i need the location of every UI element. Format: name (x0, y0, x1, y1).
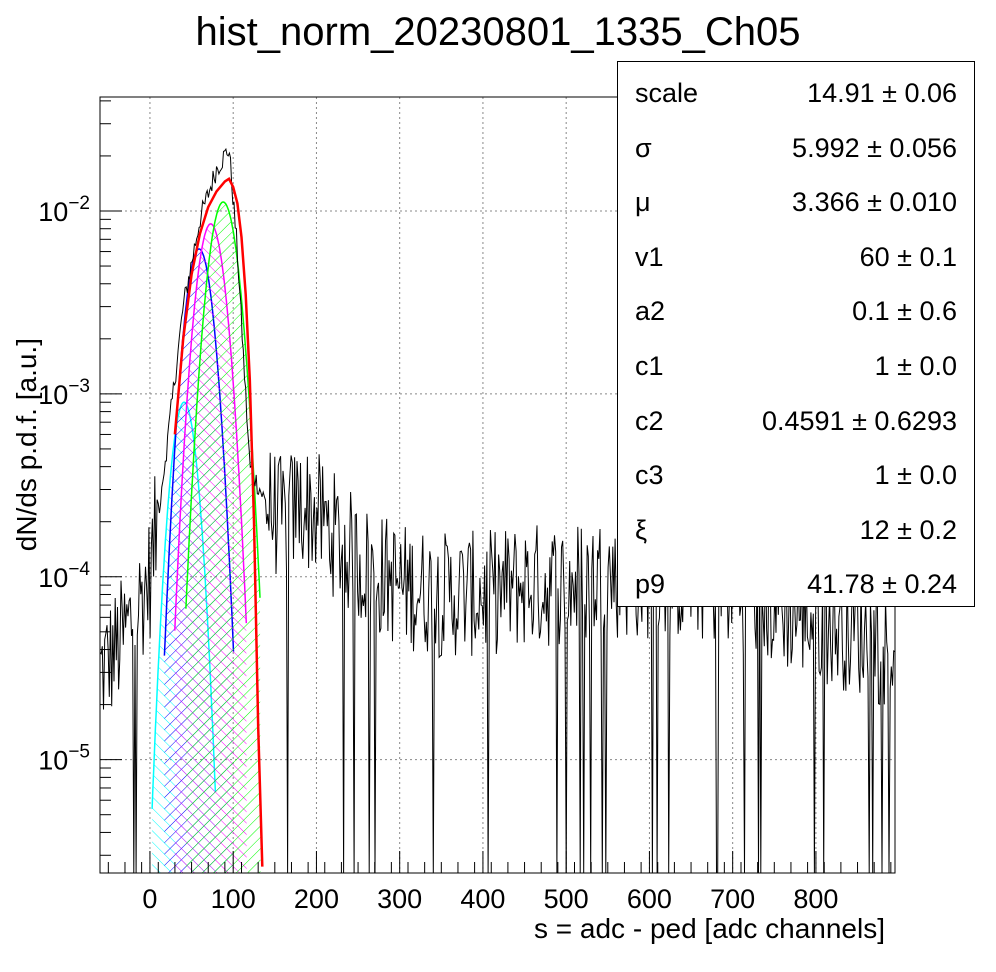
stat-row: μ 3.366 ± 0.010 (618, 173, 974, 227)
fit-curve-line (173, 176, 264, 867)
stat-value: 41.78 ± 0.24 (807, 569, 957, 600)
stat-row: p9 41.78 ± 0.24 (618, 555, 974, 609)
stat-name: c3 (635, 460, 664, 491)
stat-name: c1 (635, 351, 664, 381)
stat-value: 0.4591 ± 0.6293 (762, 405, 957, 436)
stat-value: 0.1 ± 0.6 (852, 296, 957, 327)
component-curve (185, 201, 261, 609)
stat-value: 14.91 ± 0.06 (807, 78, 957, 108)
component-fill (185, 202, 261, 873)
y-tick-label: 10−3 (38, 376, 90, 410)
stat-value: 5.992 ± 0.056 (792, 132, 957, 163)
x-axis-ticks: 0 100 200 300 400 500 600 700 800 (107, 851, 892, 914)
x-tick-label: 0 (142, 884, 157, 914)
y-tick-label: 10−2 (38, 193, 90, 227)
stat-name: p9 (635, 569, 666, 600)
stat-name: c2 (635, 405, 664, 436)
x-tick-label: 200 (294, 884, 339, 914)
stat-name: ξ (635, 514, 648, 545)
x-tick-label: 700 (710, 884, 755, 914)
stat-row: c3 1 ± 0.0 (618, 446, 974, 500)
y-axis-label: dN/ds p.d.f. [a.u.] (11, 338, 42, 551)
x-tick-label: 600 (627, 884, 672, 914)
x-tick-label: 500 (544, 884, 589, 914)
stat-row: v1 60 ± 0.1 (618, 228, 974, 282)
x-axis-label: s = adc - ped [adc channels] (534, 913, 885, 944)
stat-value: 1 ± 0.0 (874, 460, 957, 491)
x-tick-label: 300 (377, 884, 422, 914)
stat-value: 12 ± 0.2 (859, 514, 957, 545)
stat-value: 3.366 ± 0.010 (792, 187, 957, 218)
stat-name: μ (635, 187, 651, 218)
y-axis-ticks: 10−2 10−3 10−4 10−5 (38, 100, 122, 856)
stat-row: a2 0.1 ± 0.6 (618, 282, 974, 336)
stat-row: scale 14.91 ± 0.06 (618, 64, 974, 118)
x-tick-label: 100 (211, 884, 256, 914)
fit-components (151, 201, 261, 873)
x-tick-label: 800 (793, 884, 838, 914)
stat-name: a2 (635, 296, 666, 327)
fit-statistics-box: scale 14.91 ± 0.06 σ 5.992 ± 0.056 μ 3.366 ± … (617, 61, 975, 607)
stat-row: ξ 12 ± 0.2 (618, 501, 974, 555)
stat-row: c1 1 ± 0.0 (618, 337, 974, 391)
stat-value: 1 ± 0.0 (874, 351, 957, 381)
chart-title: hist_norm_20230801_1335_Ch05 (195, 10, 801, 54)
y-tick-label: 10−5 (38, 742, 90, 776)
fit-curve (173, 176, 264, 867)
stat-name: v1 (635, 241, 664, 272)
stat-name: σ (635, 132, 652, 163)
y-tick-label: 10−4 (38, 559, 90, 593)
stat-name: scale (635, 78, 699, 108)
stat-value: 60 ± 0.1 (859, 241, 957, 272)
stat-row: c2 0.4591 ± 0.6293 (618, 392, 974, 446)
stat-row: σ 5.992 ± 0.056 (618, 119, 974, 173)
x-tick-label: 400 (460, 884, 505, 914)
